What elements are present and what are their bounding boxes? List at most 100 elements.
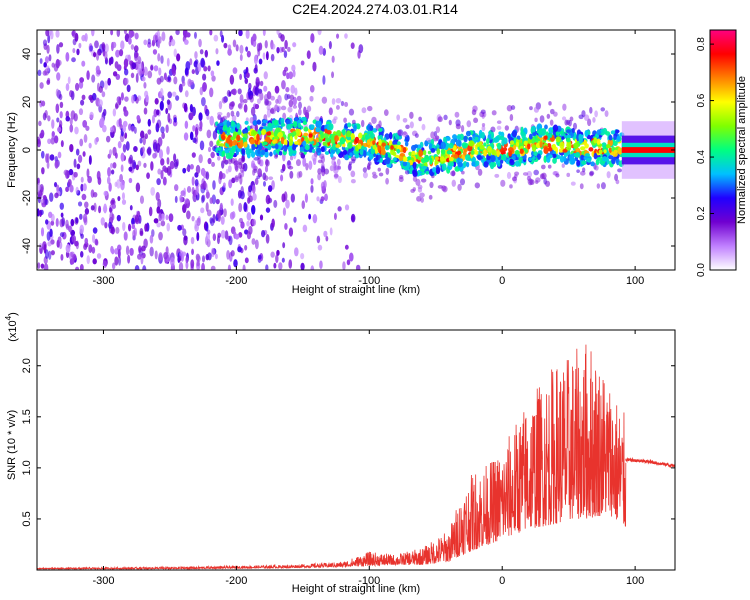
signal-mark <box>339 137 346 145</box>
spectrogram-x-tick-label: 100 <box>626 275 644 287</box>
noise-speckle <box>227 264 232 270</box>
noise-speckle <box>199 140 205 151</box>
noise-speckle <box>215 198 220 205</box>
signal-mark <box>534 117 538 123</box>
signal-mark <box>257 148 261 155</box>
noise-speckle <box>46 161 50 169</box>
signal-mark <box>614 173 619 182</box>
noise-speckle <box>195 185 199 196</box>
signal-mark <box>558 130 564 135</box>
noise-speckle <box>263 71 268 80</box>
noise-speckle <box>265 264 269 270</box>
noise-speckle <box>212 180 216 190</box>
signal-mark <box>351 119 356 125</box>
noise-speckle <box>46 231 51 242</box>
noise-speckle <box>254 177 259 186</box>
signal-mark <box>588 147 594 152</box>
noise-speckle <box>55 103 60 114</box>
noise-speckle <box>247 197 251 204</box>
signal-mark <box>422 149 427 156</box>
signal-mark <box>300 116 306 121</box>
noise-speckle <box>209 115 215 126</box>
noise-speckle <box>209 217 213 224</box>
noise-speckle <box>245 30 250 39</box>
noise-speckle <box>61 217 66 227</box>
signal-mark <box>500 179 506 187</box>
noise-speckle <box>288 71 294 80</box>
noise-speckle <box>65 170 70 179</box>
signal-mark <box>430 148 436 153</box>
noise-speckle <box>120 180 125 191</box>
signal-mark <box>594 165 599 171</box>
noise-speckle <box>116 214 121 222</box>
noise-speckle <box>275 254 279 263</box>
noise-speckle <box>124 96 129 102</box>
noise-speckle <box>173 153 177 163</box>
noise-speckle <box>133 161 137 169</box>
signal-mark <box>561 136 565 140</box>
noise-speckle <box>238 30 243 37</box>
signal-mark <box>251 144 256 151</box>
noise-speckle <box>220 229 226 239</box>
signal-mark <box>371 171 377 176</box>
noise-speckle <box>90 205 95 211</box>
noise-speckle <box>191 69 196 75</box>
signal-mark <box>429 181 434 189</box>
noise-speckle <box>59 202 65 210</box>
noise-speckle <box>325 235 329 242</box>
noise-speckle <box>47 115 51 122</box>
noise-speckle <box>135 52 139 58</box>
noise-speckle <box>264 40 268 49</box>
noise-speckle <box>45 219 49 225</box>
snr-x-tick-label: 100 <box>626 575 644 587</box>
signal-mark <box>362 171 368 179</box>
signal-mark <box>287 160 291 166</box>
signal-mark <box>570 181 576 186</box>
noise-speckle <box>257 254 262 260</box>
noise-speckle <box>165 214 169 221</box>
signal-mark <box>234 176 239 181</box>
signal-mark <box>576 169 580 173</box>
noise-speckle <box>41 100 46 107</box>
signal-mark <box>599 160 604 165</box>
signal-mark <box>431 144 436 150</box>
signal-mark <box>253 157 259 161</box>
spectrogram-y-tick-label: -20 <box>21 190 33 206</box>
signal-mark <box>243 141 248 148</box>
signal-mark <box>292 120 298 128</box>
noise-speckle <box>171 91 177 97</box>
noise-speckle <box>337 206 342 212</box>
signal-mark <box>335 104 340 110</box>
signal-mark <box>539 115 545 123</box>
noise-speckle <box>159 100 164 111</box>
noise-speckle <box>92 192 98 198</box>
signal-mark <box>567 140 572 149</box>
signal-mark <box>490 126 496 133</box>
signal-mark <box>506 171 512 179</box>
noise-speckle <box>266 108 271 118</box>
signal-mark <box>593 152 598 160</box>
noise-speckle <box>70 251 75 258</box>
snr-multiplier-exp: 4 <box>4 315 13 320</box>
noise-speckle <box>120 92 124 101</box>
signal-mark <box>489 162 495 170</box>
noise-speckle <box>253 67 258 74</box>
noise-speckle <box>75 82 80 91</box>
signal-mark <box>249 138 255 145</box>
noise-speckle <box>65 116 71 122</box>
noise-speckle <box>136 115 141 121</box>
noise-speckle <box>322 75 326 85</box>
noise-speckle <box>130 125 135 133</box>
noise-speckle <box>237 246 242 253</box>
noise-speckle <box>110 169 115 175</box>
signal-mark <box>501 138 505 147</box>
noise-speckle <box>270 251 275 258</box>
noise-speckle <box>150 186 156 196</box>
noise-speckle <box>199 49 204 55</box>
noise-speckle <box>262 52 266 60</box>
spectrogram-y-tick-label: 0 <box>21 147 33 153</box>
noise-speckle <box>93 202 97 213</box>
noise-speckle <box>219 30 223 38</box>
noise-speckle <box>89 45 94 52</box>
signal-mark <box>544 124 548 130</box>
